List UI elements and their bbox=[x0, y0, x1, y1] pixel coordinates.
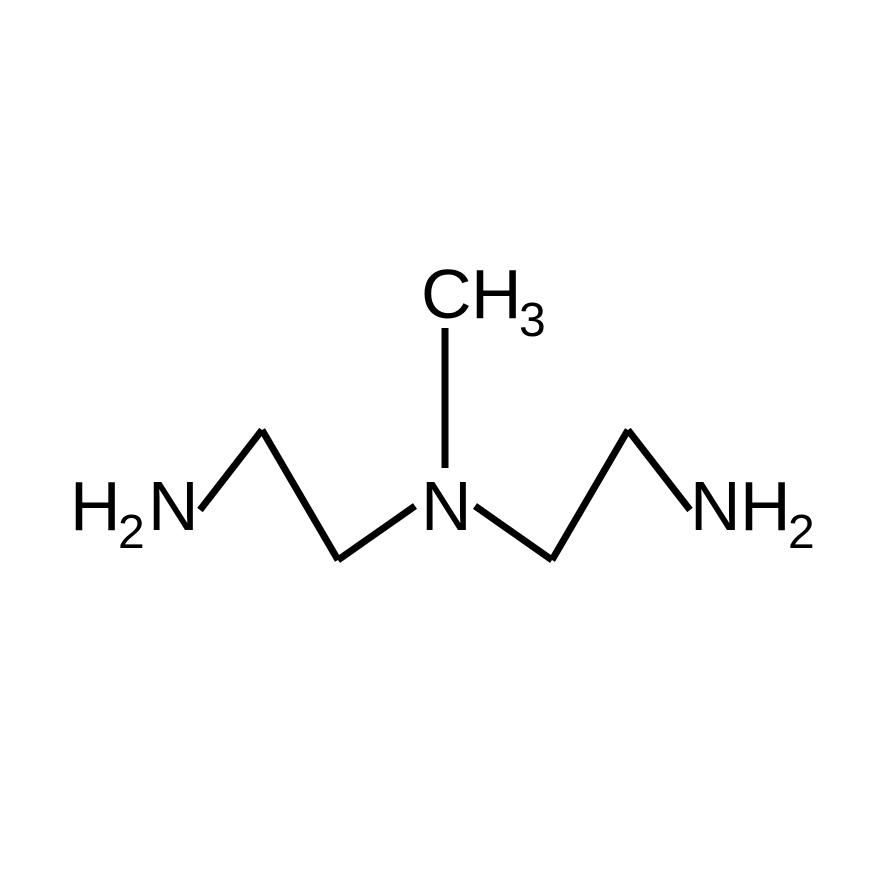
atom-label-NH2_right: 2 bbox=[788, 506, 815, 559]
chemical-structure-diagram: H2NNNH2CH3 bbox=[0, 0, 890, 890]
atom-label-CH3: 3 bbox=[519, 294, 546, 347]
atom-label-NH2_right: H bbox=[740, 467, 791, 545]
atom-label-CH3: C bbox=[421, 255, 472, 333]
atom-label-CH3: H bbox=[471, 255, 522, 333]
atom-label-NH2_left: 2 bbox=[118, 506, 145, 559]
atom-label-N_center: N bbox=[421, 467, 472, 545]
atom-label-NH2_right: N bbox=[690, 467, 741, 545]
atom-label-NH2_left: H bbox=[70, 467, 121, 545]
atom-label-NH2_left: N bbox=[148, 467, 199, 545]
